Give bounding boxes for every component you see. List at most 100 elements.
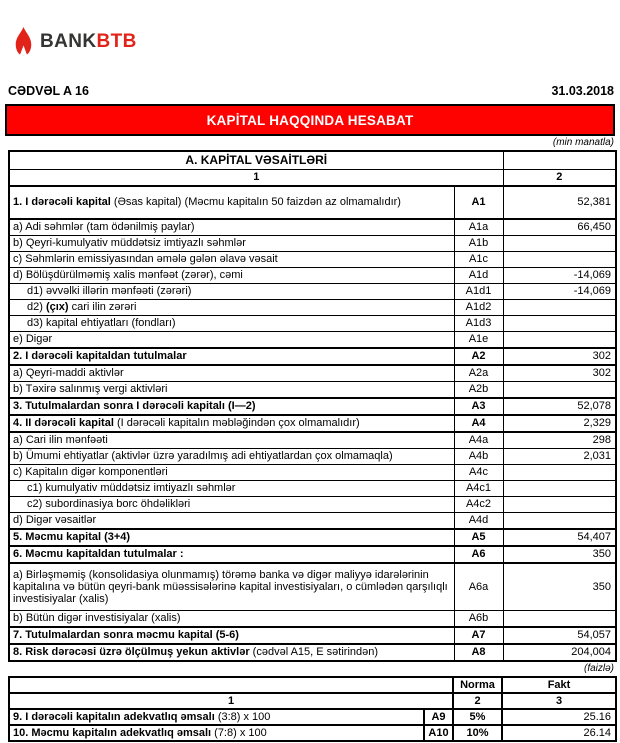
row-code: A6 bbox=[453, 545, 504, 564]
row-value bbox=[502, 315, 617, 332]
table-row: d) Bölüşdürülməmiş xalis mənfəət (zərər)… bbox=[8, 267, 617, 284]
row-label: b) Bütün digər investisiyalar (xalis) bbox=[8, 610, 455, 628]
section-title: A. KAPİTAL VƏSAİTLƏRİ bbox=[8, 150, 504, 170]
row-norma: 10% bbox=[452, 724, 503, 742]
row-code: A8 bbox=[453, 643, 504, 662]
row-label: a) Qeyri-maddi aktivlər bbox=[8, 364, 455, 382]
column-header-2: 2 bbox=[502, 169, 617, 187]
row-code: A5 bbox=[453, 528, 504, 547]
ratio-column-header-3: 3 bbox=[501, 692, 617, 710]
row-value: 302 bbox=[502, 347, 617, 366]
ratio-row: 10. Məcmu kapitalın adekvatlıq əmsalı (7… bbox=[8, 724, 617, 742]
row-code: A6b bbox=[453, 610, 504, 628]
row-value: 2,329 bbox=[502, 414, 617, 433]
row-code: A4b bbox=[453, 448, 504, 465]
table-row: b) Ümumi ehtiyatlar (aktivlər üzrə yarad… bbox=[8, 448, 617, 465]
row-code: A2 bbox=[453, 347, 504, 366]
table-row: 6. Məcmu kapitaldan tutulmalar : A6 350 bbox=[8, 545, 617, 564]
row-label: d) Bölüşdürülməmiş xalis mənfəət (zərər)… bbox=[8, 267, 455, 284]
logo-wordmark: BANKBTB bbox=[40, 32, 137, 51]
meta-row: CƏDVƏL A 16 31.03.2018 bbox=[8, 84, 614, 98]
table-row: a) Cari ilin mənfəəti A4a 298 bbox=[8, 431, 617, 449]
row-label: c2) subordinasiya borc öhdəlikləri bbox=[8, 496, 455, 513]
row-label: b) Qeyri-kumulyativ müddətsiz imtiyazlı … bbox=[8, 235, 455, 252]
table-row: 7. Tutulmalardan sonra məcmu kapital (5-… bbox=[8, 626, 617, 645]
row-fakt: 26.14 bbox=[501, 724, 617, 742]
row-label: 8. Risk dərəcəsi üzrə ölçülmuş yekun akt… bbox=[8, 643, 455, 662]
row-code: A4 bbox=[453, 414, 504, 433]
row-value bbox=[502, 251, 617, 268]
row-value: 350 bbox=[502, 562, 617, 611]
row-value: -14,069 bbox=[502, 267, 617, 284]
row-label: d1) əvvəlki illərin mənfəəti (zərəri) bbox=[8, 283, 455, 300]
row-label: d3) kapital ehtiyatları (fondları) bbox=[8, 315, 455, 332]
unit-note: (min manatla) bbox=[552, 137, 614, 148]
table-row: 8. Risk dərəcəsi üzrə ölçülmuş yekun akt… bbox=[8, 643, 617, 662]
row-value: 54,407 bbox=[502, 528, 617, 547]
flame-icon bbox=[15, 26, 32, 56]
row-value: 52,381 bbox=[502, 185, 617, 220]
row-code: A2b bbox=[453, 381, 504, 399]
row-code: A1d2 bbox=[453, 299, 504, 316]
ratio-header-row: Norma Fakt bbox=[8, 676, 617, 694]
row-label: 7. Tutulmalardan sonra məcmu kapital (5-… bbox=[8, 626, 455, 645]
table-row: d1) əvvəlki illərin mənfəəti (zərəri) A1… bbox=[8, 283, 617, 300]
table-row: c) Kapitalın digər komponentləri A4c bbox=[8, 464, 617, 481]
table-row: 1. I dərəcəli kapital (Əsas kapital) (Mə… bbox=[8, 185, 617, 220]
row-value: 66,450 bbox=[502, 218, 617, 236]
logo-text-btb: BTB bbox=[96, 30, 137, 52]
row-value: 2,031 bbox=[502, 448, 617, 465]
ratio-column-header-1: 1 bbox=[8, 692, 454, 710]
section-title-spacer bbox=[502, 150, 617, 170]
row-code: A1 bbox=[453, 185, 504, 220]
row-value bbox=[502, 610, 617, 628]
row-code: A1c bbox=[453, 251, 504, 268]
row-label: 3. Tutulmalardan sonra I dərəcəli kapita… bbox=[8, 397, 455, 416]
ratio-colnum-row: 1 2 3 bbox=[8, 692, 617, 710]
row-label: 10. Məcmu kapitalın adekvatlıq əmsalı (7… bbox=[8, 724, 425, 742]
table-row: b) Qeyri-kumulyativ müddətsiz imtiyazlı … bbox=[8, 235, 617, 252]
row-code: A9 bbox=[423, 708, 454, 726]
row-code: A4d bbox=[453, 512, 504, 530]
row-code: A4c1 bbox=[453, 480, 504, 497]
table-row: c2) subordinasiya borc öhdəlikləri A4c2 bbox=[8, 496, 617, 513]
row-label: a) Cari ilin mənfəəti bbox=[8, 431, 455, 449]
row-value bbox=[502, 299, 617, 316]
table-row: a) Birləşməmiş (konsolidasiya olunmamış)… bbox=[8, 562, 617, 611]
row-value bbox=[502, 480, 617, 497]
row-label: 2. I dərəcəli kapitaldan tutulmalar bbox=[8, 347, 455, 366]
row-label: e) Digər bbox=[8, 331, 455, 349]
row-label: b) Təxirə salınmış vergi aktivləri bbox=[8, 381, 455, 399]
row-code: A1d1 bbox=[453, 283, 504, 300]
row-value bbox=[502, 235, 617, 252]
row-label: a) Birləşməmiş (konsolidasiya olunmamış)… bbox=[8, 562, 455, 611]
row-label: 4. II dərəcəli kapital (I dərəcəli kapit… bbox=[8, 414, 455, 433]
row-label: a) Adi səhmlər (tam ödənilmiş paylar) bbox=[8, 218, 455, 236]
table-row: 3. Tutulmalardan sonra I dərəcəli kapita… bbox=[8, 397, 617, 416]
row-code: A10 bbox=[423, 724, 454, 742]
row-label: c) Kapitalın digər komponentləri bbox=[8, 464, 455, 481]
row-value: 350 bbox=[502, 545, 617, 564]
row-value: 204,004 bbox=[502, 643, 617, 662]
ratio-header-spacer bbox=[8, 676, 454, 694]
row-value: 54,057 bbox=[502, 626, 617, 645]
bank-logo: BANKBTB bbox=[14, 24, 620, 58]
row-value bbox=[502, 496, 617, 513]
section-title-row: A. KAPİTAL VƏSAİTLƏRİ bbox=[8, 150, 617, 170]
row-value: -14,069 bbox=[502, 283, 617, 300]
row-code: A3 bbox=[453, 397, 504, 416]
logo-text-bank: BANK bbox=[40, 30, 97, 52]
row-label: c) Səhmlərin emissiyasından əmələ gələn … bbox=[8, 251, 455, 268]
report-date: 31.03.2018 bbox=[551, 84, 614, 98]
row-label: b) Ümumi ehtiyatlar (aktivlər üzrə yarad… bbox=[8, 448, 455, 465]
ratio-column-header-2: 2 bbox=[452, 692, 503, 710]
sheet-label: CƏDVƏL A 16 bbox=[8, 84, 89, 98]
row-value: 298 bbox=[502, 431, 617, 449]
table-row: a) Adi səhmlər (tam ödənilmiş paylar) A1… bbox=[8, 218, 617, 236]
row-code: A1a bbox=[453, 218, 504, 236]
table-row: c) Səhmlərin emissiyasından əmələ gələn … bbox=[8, 251, 617, 268]
row-label: 1. I dərəcəli kapital (Əsas kapital) (Mə… bbox=[8, 185, 455, 220]
table-row: c1) kumulyativ müddətsiz imtiyazlı səhml… bbox=[8, 480, 617, 497]
row-code: A7 bbox=[453, 626, 504, 645]
row-code: A2a bbox=[453, 364, 504, 382]
